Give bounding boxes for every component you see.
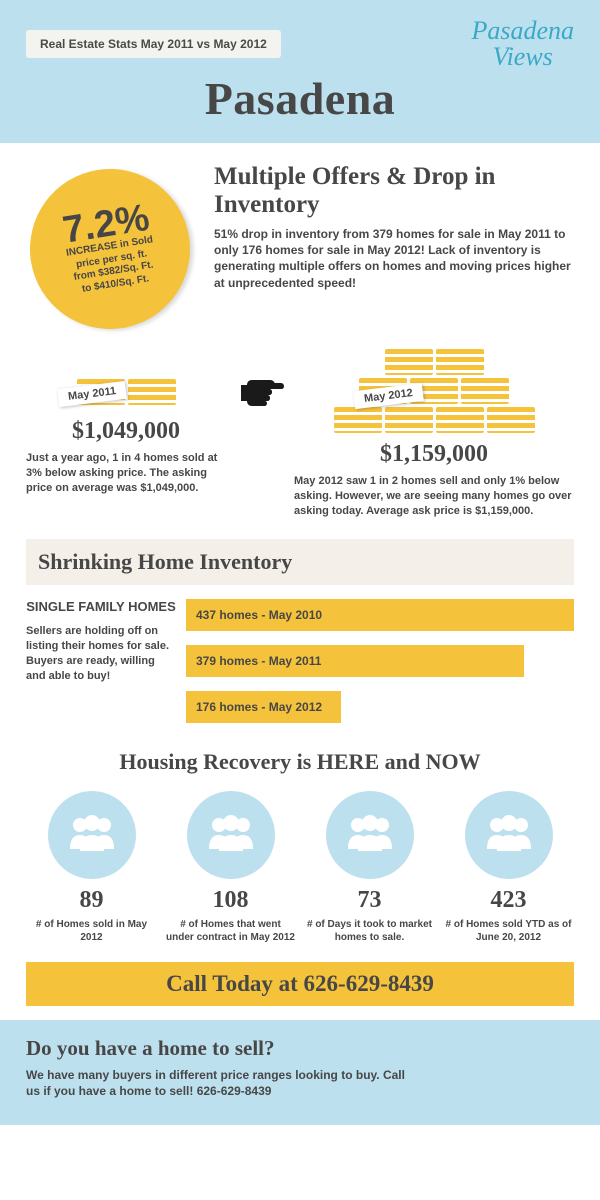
stat-number: 73 [304, 887, 435, 914]
footer-body: We have many buyers in different price r… [26, 1067, 406, 1099]
tagline: Real Estate Stats May 2011 vs May 2012 [26, 30, 281, 58]
section-offers: 7.2% INCREASE in Sold price per sq. ft. … [0, 143, 600, 529]
circle-stat: 7.2% INCREASE in Sold price per sq. ft. … [26, 163, 196, 333]
stat-number: 423 [443, 887, 574, 914]
inventory-bar: 437 homes - May 2010 [186, 599, 574, 631]
footer-section: Do you have a home to sell? We have many… [0, 1020, 600, 1125]
inventory-header: Shrinking Home Inventory [26, 539, 574, 585]
recovery-stats: 89 # of Homes sold in May 2012 108 # of Ho… [26, 791, 574, 944]
recovery-title: Housing Recovery is HERE and NOW [26, 749, 574, 775]
stat-number: 108 [165, 887, 296, 914]
inventory-left-heading: SINGLE FAMILY HOMES [26, 599, 176, 615]
section-inventory: Shrinking Home Inventory SINGLE FAMILY H… [0, 529, 600, 741]
inventory-left-body: Sellers are holding off on listing their… [26, 624, 176, 683]
inventory-bar: 379 homes - May 2011 [186, 645, 524, 677]
price-2012: $1,159,000 [294, 441, 574, 468]
compare-2012: May 2012 $1,159,000 May 2012 saw 1 in 2 … [294, 349, 574, 519]
stat-label: # of Days it took to market homes to sal… [304, 918, 435, 944]
inventory-bars: 437 homes - May 2010 379 homes - May 2011… [186, 599, 574, 723]
stat-label: # of Homes sold YTD as of June 20, 2012 [443, 918, 574, 944]
logo-line1: Pasadena [471, 18, 574, 44]
logo-line2: Views [471, 44, 574, 70]
people-icon [48, 791, 136, 879]
offers-body: 51% drop in inventory from 379 homes for… [214, 226, 574, 291]
inventory-bar: 176 homes - May 2012 [186, 691, 341, 723]
desc-2011: Just a year ago, 1 in 4 homes sold at 3%… [26, 451, 226, 496]
cta-bar: Call Today at 626-629-8439 [26, 962, 574, 1006]
stat-label: # of Homes that went under contract in M… [165, 918, 296, 944]
page-title: Pasadena [26, 72, 574, 125]
recovery-stat: 89 # of Homes sold in May 2012 [26, 791, 157, 944]
compare-2011: May 2011 $1,049,000 Just a year ago, 1 i… [26, 349, 226, 496]
logo: Pasadena Views [471, 18, 574, 70]
offers-heading: Multiple Offers & Drop in Inventory [214, 163, 574, 218]
header-section: Pasadena Views Real Estate Stats May 201… [0, 0, 600, 143]
footer-heading: Do you have a home to sell? [26, 1036, 574, 1061]
stat-label: # of Homes sold in May 2012 [26, 918, 157, 944]
recovery-stat: 423 # of Homes sold YTD as of June 20, 20… [443, 791, 574, 944]
people-icon [187, 791, 275, 879]
people-icon [326, 791, 414, 879]
recovery-stat: 73 # of Days it took to market homes to s… [304, 791, 435, 944]
people-icon [465, 791, 553, 879]
inventory-title: Shrinking Home Inventory [38, 549, 562, 575]
desc-2012: May 2012 saw 1 in 2 homes sell and only … [294, 474, 574, 519]
recovery-stat: 108 # of Homes that went under contract i… [165, 791, 296, 944]
price-2011: $1,049,000 [26, 418, 226, 445]
pointing-hand-icon [230, 349, 290, 411]
stat-number: 89 [26, 887, 157, 914]
section-recovery: Housing Recovery is HERE and NOW 89 # of … [0, 741, 600, 1020]
